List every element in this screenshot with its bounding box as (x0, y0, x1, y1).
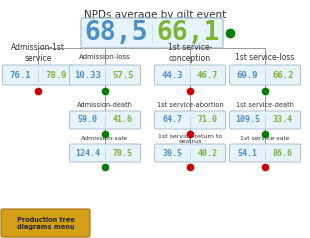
FancyBboxPatch shape (154, 65, 225, 85)
Text: 33.4: 33.4 (273, 115, 293, 124)
Text: 41.6: 41.6 (113, 115, 133, 124)
Text: 68,5: 68,5 (84, 20, 148, 46)
Text: 66,1: 66,1 (156, 20, 219, 46)
Text: 1st service-death: 1st service-death (236, 102, 294, 108)
Text: Admission-sale: Admission-sale (82, 137, 129, 142)
FancyBboxPatch shape (2, 65, 73, 85)
Text: 1st service-
conception: 1st service- conception (168, 43, 212, 63)
Text: 46.7: 46.7 (197, 70, 219, 79)
Text: 64.7: 64.7 (162, 115, 182, 124)
Text: Admission-1st
service: Admission-1st service (11, 43, 65, 63)
Text: 124.4: 124.4 (75, 149, 100, 158)
Text: 57.5: 57.5 (112, 70, 133, 79)
FancyBboxPatch shape (69, 65, 140, 85)
FancyBboxPatch shape (229, 65, 300, 85)
FancyBboxPatch shape (154, 144, 225, 162)
Text: 66.2: 66.2 (272, 70, 294, 79)
Text: 71.0: 71.0 (198, 115, 218, 124)
Text: 78.9: 78.9 (45, 70, 66, 79)
FancyBboxPatch shape (81, 18, 223, 48)
Text: 70.5: 70.5 (113, 149, 133, 158)
FancyBboxPatch shape (154, 111, 225, 129)
Text: 54.1: 54.1 (237, 149, 257, 158)
Text: 86.6: 86.6 (273, 149, 293, 158)
Text: 40.2: 40.2 (198, 149, 218, 158)
Text: Admission-loss: Admission-loss (79, 54, 131, 60)
Text: 1st service-return to
oestrus: 1st service-return to oestrus (158, 134, 222, 144)
Text: 44.3: 44.3 (162, 70, 183, 79)
Text: 1st service-sale: 1st service-sale (240, 137, 290, 142)
FancyBboxPatch shape (229, 144, 300, 162)
Text: 59.0: 59.0 (77, 115, 97, 124)
FancyBboxPatch shape (69, 111, 140, 129)
FancyBboxPatch shape (229, 111, 300, 129)
Text: Admission-death: Admission-death (77, 102, 133, 108)
Text: 10.33: 10.33 (74, 70, 101, 79)
FancyBboxPatch shape (69, 144, 140, 162)
Text: 39.5: 39.5 (162, 149, 182, 158)
Text: Production tree
diagrams menu: Production tree diagrams menu (16, 217, 74, 229)
Text: 69.9: 69.9 (237, 70, 258, 79)
Text: 1st service-loss: 1st service-loss (235, 53, 294, 61)
Text: 76.1: 76.1 (10, 70, 31, 79)
Text: 1st service-abortion: 1st service-abortion (157, 102, 224, 108)
Text: 109.5: 109.5 (235, 115, 260, 124)
Text: NPDs average by gilt event: NPDs average by gilt event (84, 10, 226, 20)
FancyBboxPatch shape (1, 209, 90, 237)
